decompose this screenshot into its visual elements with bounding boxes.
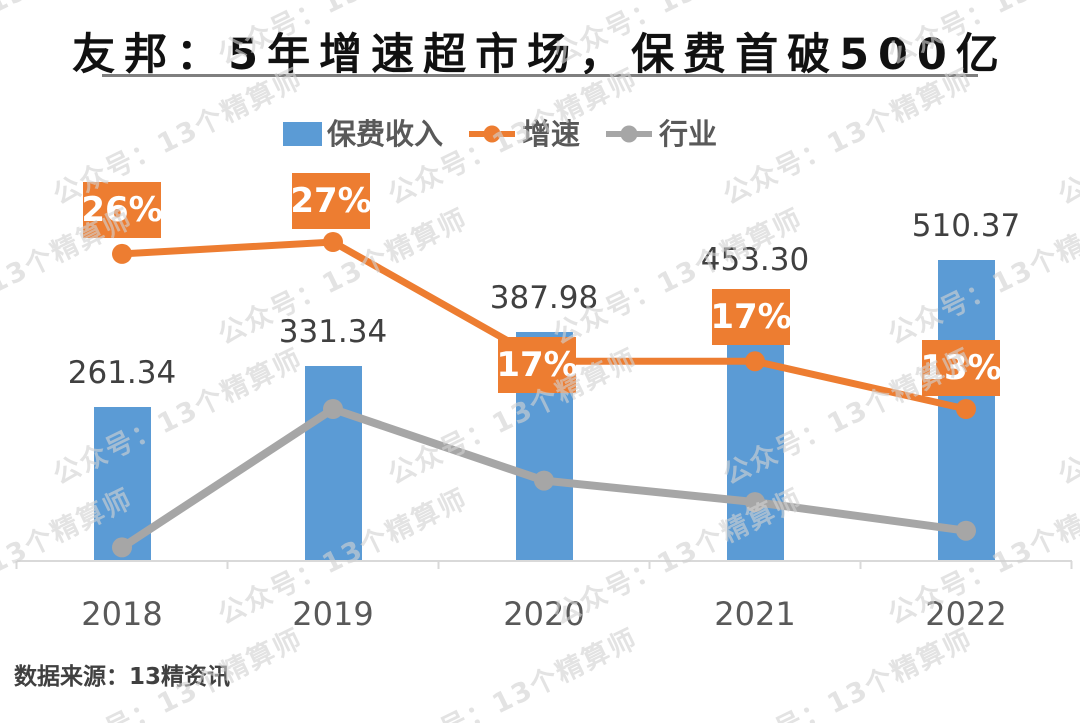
chart-legend: 保费收入 增速 行业 — [0, 116, 1040, 152]
line-dot-icon — [468, 125, 515, 143]
legend-item-industry: 行业 — [604, 116, 718, 151]
bar-value-label-2018: 261.34 — [67, 355, 177, 392]
watermark-text: 公众号：13个精算师 — [1053, 343, 1080, 492]
bar-value-label-2019: 331.34 — [278, 313, 388, 350]
data-source-note: 数据来源：13精资讯 — [14, 664, 231, 690]
title-divider — [102, 74, 978, 77]
growth-label-2018: 26% — [81, 181, 163, 238]
x-axis-label-2018: 2018 — [81, 595, 163, 633]
growth-label-2019: 27% — [290, 173, 372, 229]
x-axis-label-2020: 2020 — [503, 595, 585, 633]
bar-2022 — [937, 260, 995, 561]
line-dot-icon — [606, 125, 652, 143]
x-axis-label-2021: 2021 — [714, 595, 796, 633]
growth-label-2022: 13% — [920, 340, 1002, 397]
growth-label-2020: 17% — [496, 337, 578, 394]
x-axis-label-2022: 2022 — [925, 595, 1007, 633]
growth-label-2021: 17% — [710, 289, 792, 346]
legend-item-premium: 保费收入 — [282, 116, 443, 151]
x-axis-label-2019: 2019 — [292, 595, 374, 633]
bar-2018 — [93, 407, 151, 561]
watermark-text: 公众号：13个精算师 — [1053, 623, 1080, 723]
bar-value-label-2020: 387.98 — [489, 280, 599, 317]
bar-value-label-2021: 453.30 — [700, 242, 810, 278]
legend-label-growth: 增速 — [521, 116, 580, 151]
legend-label-industry: 行业 — [659, 116, 718, 151]
legend-label-premium: 保费收入 — [326, 116, 443, 151]
bar-swatch-icon — [282, 122, 322, 146]
chart-title: 友邦：5年增速超市场，保费首破500亿 — [72, 30, 1008, 80]
bar-value-label-2022: 510.37 — [911, 208, 1021, 245]
legend-item-growth: 增速 — [467, 116, 580, 151]
bar-2019 — [304, 365, 362, 561]
